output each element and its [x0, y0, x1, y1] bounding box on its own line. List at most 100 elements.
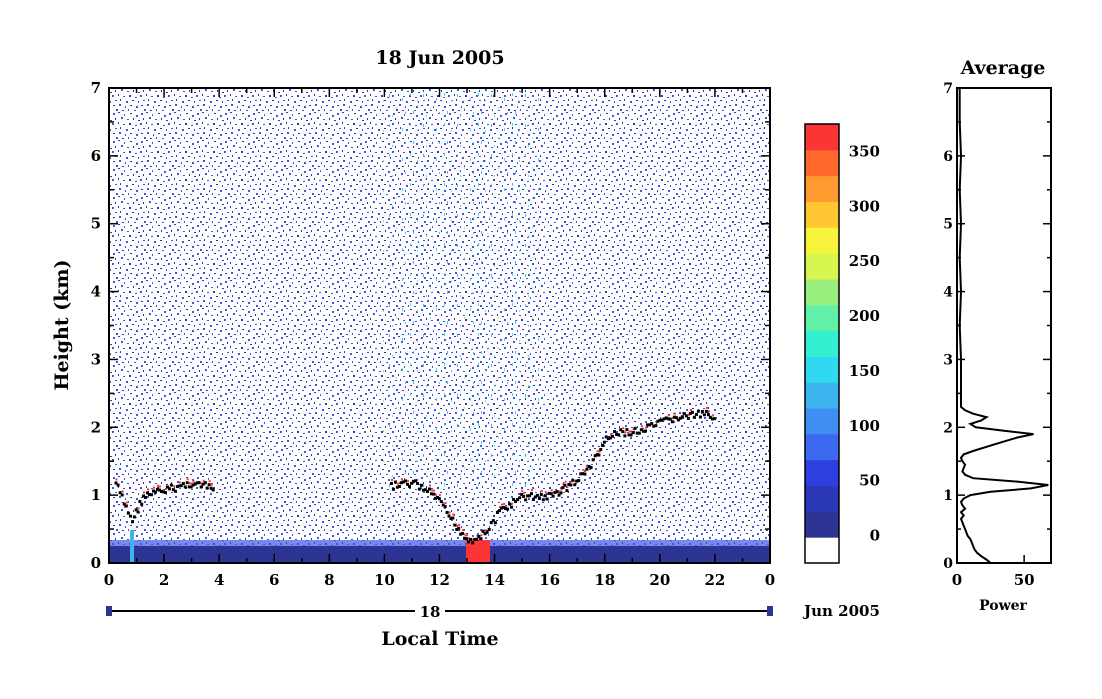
echo-dot — [140, 502, 144, 506]
echo-dot — [148, 493, 152, 497]
y-tick-label: 6 — [91, 147, 101, 165]
main-panel: 18 Jun 2005 0 2 4 6 8 10 12 14 16 18 20 22 0 0123456… — [51, 47, 880, 650]
echo-dot — [445, 510, 449, 514]
x-tick-label: 18 — [594, 571, 615, 589]
echo-dot — [433, 496, 437, 500]
echo-dot — [211, 488, 215, 492]
echo-dot — [487, 527, 491, 531]
echo-dot-hot — [707, 410, 710, 413]
echo-dot-hot — [564, 480, 567, 483]
echo-dot — [672, 415, 676, 419]
echo-dot-hot — [644, 426, 647, 429]
echo-dot-hot — [192, 480, 195, 483]
colorbar-cell — [805, 227, 839, 254]
echo-dot — [561, 486, 565, 490]
echo-dot — [399, 481, 403, 485]
average-power-line — [958, 88, 1049, 564]
surface-clutter-top — [109, 540, 770, 546]
echo-dot — [481, 529, 485, 533]
echo-dot — [581, 472, 585, 476]
echo-dot — [191, 483, 195, 487]
echo-dot-hot — [544, 491, 547, 494]
echo-dot — [453, 523, 457, 527]
echo-dot — [146, 491, 150, 495]
x-axis: 0 2 4 6 8 10 12 14 16 18 20 22 0 — [104, 88, 775, 589]
echo-dot — [421, 488, 425, 492]
echo-dot — [431, 492, 435, 496]
echo-dot-hot — [476, 534, 479, 537]
echo-dot — [648, 423, 652, 427]
echo-dot — [451, 516, 455, 520]
echo-dot — [165, 485, 169, 489]
echo-dot — [664, 416, 668, 420]
echo-dot — [201, 482, 205, 486]
echo-dot — [643, 429, 647, 433]
echo-dot-hot — [156, 484, 159, 487]
echo-dot — [654, 424, 658, 428]
echo-dot — [583, 472, 587, 476]
echo-dot-hot — [400, 478, 403, 481]
echo-dot — [531, 497, 535, 501]
main-title: 18 Jun 2005 — [375, 47, 504, 69]
echo-dot — [457, 526, 461, 530]
echo-dot-hot — [560, 488, 563, 491]
echo-dot-hot — [705, 406, 708, 409]
echo-dot — [690, 410, 694, 414]
echo-dot — [471, 541, 475, 545]
echo-dot-hot — [462, 528, 465, 531]
echo-dot-hot — [458, 523, 461, 526]
colorbar-cell — [805, 253, 839, 280]
y-axis-label: Height (km) — [51, 260, 73, 391]
average-y-tick-label: 0 — [943, 556, 953, 572]
colorbar-cell — [805, 278, 839, 306]
echo-dot — [407, 484, 411, 488]
echo-dot — [529, 492, 533, 496]
echo-dot — [650, 422, 654, 426]
echo-dot — [443, 504, 447, 508]
echo-dot-hot — [632, 428, 635, 431]
echo-dot — [189, 485, 193, 489]
echo-dot — [704, 409, 708, 413]
echo-dot-hot — [452, 513, 455, 516]
average-y-tick-label: 5 — [943, 217, 953, 233]
echo-dot — [461, 531, 465, 535]
colorbar-cell — [805, 201, 839, 228]
echo-dot — [441, 503, 445, 507]
colorbar-cell — [805, 433, 839, 461]
echo-dot — [124, 504, 128, 508]
echo-dot — [153, 490, 157, 494]
echo-dot — [126, 511, 130, 515]
date-axis-end-marker — [767, 606, 773, 616]
colorbar-cell — [805, 175, 839, 202]
echo-dot — [393, 480, 397, 484]
echo-dot — [621, 430, 625, 434]
echo-dot — [533, 495, 537, 499]
echo-dot-hot — [584, 469, 587, 472]
echo-dot — [179, 484, 183, 488]
colorbar-tick-label: 300 — [849, 197, 880, 215]
echo-dot — [579, 472, 583, 476]
echo-dot — [563, 483, 567, 487]
colorbar-tick-label: 0 — [870, 527, 880, 545]
echo-dot — [539, 492, 543, 496]
echo-dot-hot — [438, 494, 441, 497]
echo-dot-hot — [540, 489, 543, 492]
echo-dot — [631, 431, 635, 435]
echo-dot — [506, 507, 510, 511]
echo-dot-hot — [188, 482, 191, 485]
echo-dot-hot — [521, 489, 524, 492]
echo-dot-hot — [200, 482, 203, 485]
echo-dot — [623, 434, 627, 438]
echo-dot — [593, 454, 597, 458]
y-tick-label: 3 — [91, 350, 101, 368]
echo-dot — [134, 508, 138, 512]
echo-dot — [397, 485, 401, 489]
echo-dot — [602, 440, 606, 444]
echo-dot — [175, 485, 179, 489]
echo-dot-hot — [472, 538, 475, 541]
echo-dot — [122, 502, 126, 506]
echo-dot — [589, 466, 593, 470]
echo-dot — [606, 437, 610, 441]
echo-dot-hot — [428, 484, 431, 487]
x-tick-label: 0 — [765, 571, 775, 589]
